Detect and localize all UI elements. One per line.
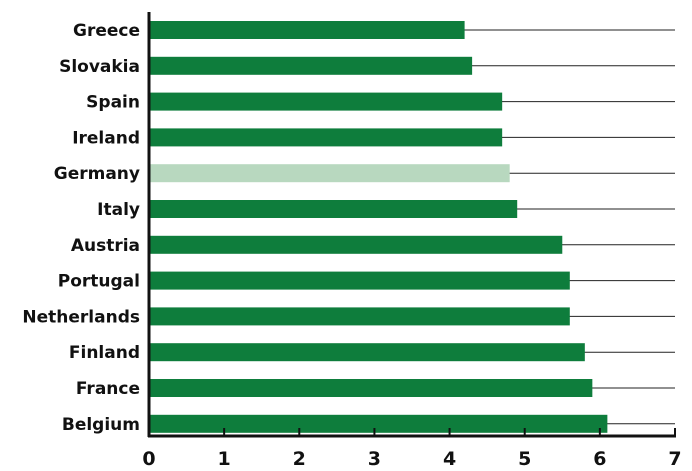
bar-ireland xyxy=(149,128,503,147)
category-label-ireland: Ireland xyxy=(72,128,140,148)
category-label-slovakia: Slovakia xyxy=(59,57,140,77)
category-label-finland: Finland xyxy=(69,343,140,363)
x-tick-label-4: 4 xyxy=(443,448,456,470)
bar-netherlands xyxy=(149,307,570,326)
category-label-greece: Greece xyxy=(73,21,140,41)
category-label-portugal: Portugal xyxy=(58,272,140,292)
bar-belgium xyxy=(149,414,608,433)
category-label-spain: Spain xyxy=(86,93,140,113)
category-label-austria: Austria xyxy=(71,236,140,256)
axes xyxy=(147,12,676,438)
bar-italy xyxy=(149,200,518,218)
gridlines xyxy=(149,29,675,425)
category-label-italy: Italy xyxy=(97,200,140,220)
category-label-france: France xyxy=(76,379,140,399)
bar-france xyxy=(149,379,593,397)
x-tick-label-1: 1 xyxy=(218,448,231,470)
x-tick-label-3: 3 xyxy=(368,448,381,470)
x-tick-label-7: 7 xyxy=(668,448,681,470)
category-label-belgium: Belgium xyxy=(62,415,140,435)
x-axis-tick-labels: 0 1 2 3 4 5 6 7 xyxy=(142,448,681,470)
x-tick-label-2: 2 xyxy=(293,448,306,470)
bar-slovakia xyxy=(149,56,473,75)
category-labels: Greece Slovakia Spain Ireland Germany Italy Au… xyxy=(22,21,140,435)
bar-greece xyxy=(149,21,465,39)
bar-spain xyxy=(149,92,503,111)
x-axis-ticks xyxy=(148,428,676,436)
bar-germany xyxy=(149,164,510,183)
bar-portugal xyxy=(149,271,570,290)
x-tick-label-5: 5 xyxy=(518,448,531,470)
category-label-netherlands: Netherlands xyxy=(22,307,140,327)
category-label-germany: Germany xyxy=(54,164,140,184)
x-tick-label-6: 6 xyxy=(593,448,606,470)
bar-austria xyxy=(149,235,563,254)
bar-finland xyxy=(149,343,585,362)
bars xyxy=(149,21,608,433)
x-tick-label-0: 0 xyxy=(142,448,155,470)
